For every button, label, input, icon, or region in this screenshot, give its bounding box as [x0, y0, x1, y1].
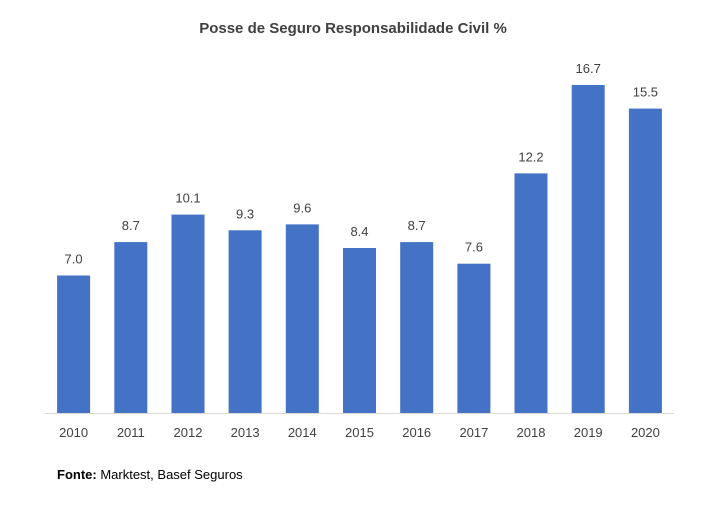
source-label: Fonte: — [57, 467, 97, 482]
data-label-2018: 12.2 — [518, 149, 543, 164]
x-tick-label-2018: 2018 — [517, 425, 546, 440]
x-tick-label-2017: 2017 — [459, 425, 488, 440]
bar-2014 — [285, 224, 319, 413]
x-tick-label-2016: 2016 — [402, 425, 431, 440]
x-tick-label-2014: 2014 — [288, 425, 317, 440]
bar-2018 — [514, 173, 548, 413]
bar-2013 — [228, 230, 262, 413]
bar-2012 — [171, 214, 205, 413]
data-label-2010: 7.0 — [65, 252, 83, 267]
data-label-2012: 10.1 — [175, 191, 200, 206]
bar-2019 — [571, 85, 605, 413]
x-tick-label-2010: 2010 — [59, 425, 88, 440]
data-label-2019: 16.7 — [576, 61, 601, 76]
x-tick-label-2015: 2015 — [345, 425, 374, 440]
chart-title: Posse de Seguro Responsabilidade Civil % — [199, 20, 507, 37]
bar-2011 — [114, 242, 148, 413]
bar-2015 — [343, 248, 376, 413]
source-text: Marktest, Basef Seguros — [96, 467, 243, 482]
source-note: Fonte: Marktest, Basef Seguros — [57, 467, 243, 482]
data-label-2013: 9.3 — [236, 206, 254, 221]
data-label-2017: 7.6 — [465, 240, 483, 255]
bar-2020 — [628, 108, 662, 413]
x-tick-label-2013: 2013 — [231, 425, 260, 440]
x-tick-label-2019: 2019 — [574, 425, 603, 440]
data-label-2011: 8.7 — [122, 218, 140, 233]
bar-2010 — [57, 275, 91, 413]
bar-2017 — [457, 263, 491, 413]
data-label-2020: 15.5 — [633, 85, 658, 100]
x-tick-label-2020: 2020 — [631, 425, 660, 440]
data-label-2015: 8.4 — [350, 224, 368, 239]
x-tick-label-2011: 2011 — [117, 425, 145, 440]
bar-2016 — [400, 242, 434, 413]
x-tick-label-2012: 2012 — [174, 425, 203, 440]
data-label-2014: 9.6 — [293, 200, 311, 215]
chart-plot: 7.0 2010 8.7 2011 10.1 2012 9.3 2013 9.6 2014 8.4 2… — [45, 61, 674, 440]
data-label-2016: 8.7 — [408, 218, 426, 233]
